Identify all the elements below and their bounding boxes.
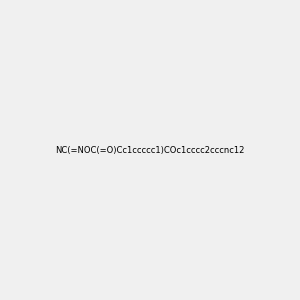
Text: NC(=NOC(=O)Cc1ccccc1)COc1cccc2cccnc12: NC(=NOC(=O)Cc1ccccc1)COc1cccc2cccnc12 — [55, 146, 245, 154]
